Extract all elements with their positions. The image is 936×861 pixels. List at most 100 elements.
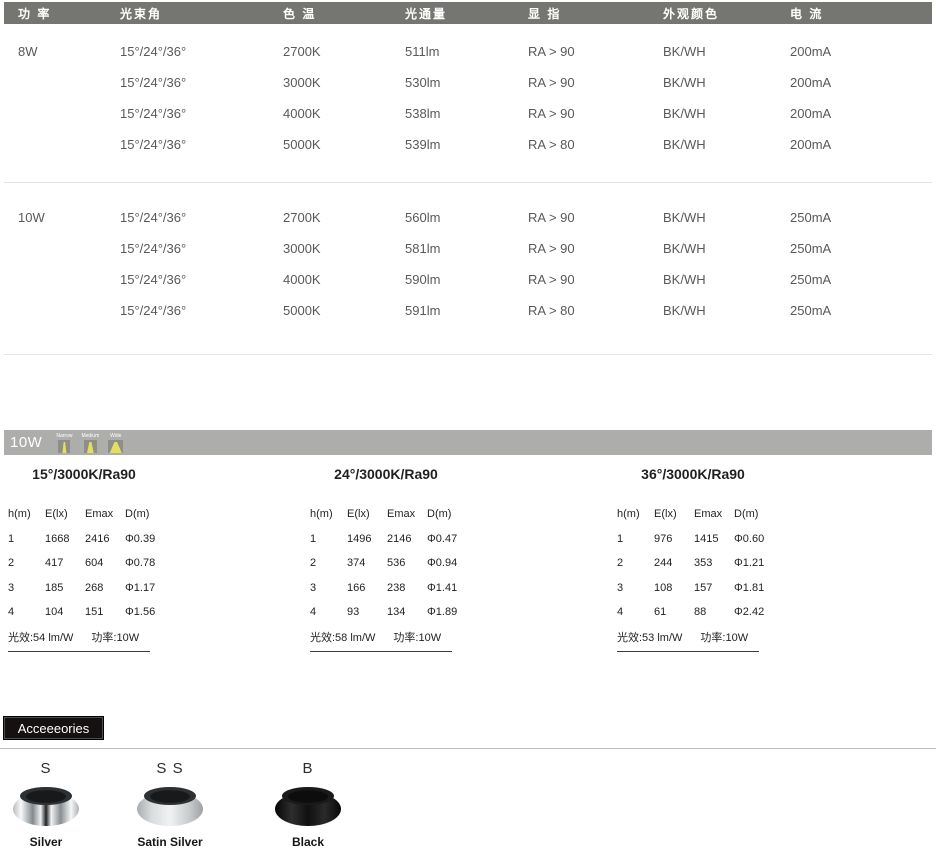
- spec-cell: 200mA: [790, 75, 832, 90]
- pm-power-label: 功率:10W: [393, 631, 442, 644]
- spec-cell: RA > 80: [528, 137, 575, 152]
- black-reflector-icon: [275, 787, 341, 826]
- pm-cell: Φ0.39: [125, 532, 156, 545]
- section-divider: [4, 182, 932, 183]
- spec-cell: 2700K: [283, 44, 321, 59]
- pm-cell: 151: [85, 606, 104, 619]
- spec-cell: BK/WH: [663, 106, 706, 121]
- pm-cell: 4: [8, 606, 15, 619]
- pm-cell: 3: [310, 581, 317, 594]
- accessory-name: Black: [291, 835, 325, 849]
- pm-cell: 61: [654, 606, 667, 619]
- beam-label: Wide: [110, 433, 122, 439]
- spec-col-header-5: 显 指: [528, 6, 562, 21]
- satin-reflector-icon: [137, 787, 203, 826]
- accessories-section: Acceeeories S Silver S S Satin Silver B Black: [0, 716, 936, 861]
- pm-table-footer: 光效:53 lm/W 功率:10W: [617, 625, 759, 652]
- spec-cell: BK/WH: [663, 210, 706, 225]
- beam-label: Narrow: [56, 433, 73, 439]
- spec-cell: RA > 90: [528, 210, 575, 225]
- spec-row: 15°/24°/36° 5000K 539lm RA > 80 BK/WH 200mA: [0, 129, 936, 160]
- spec-cell: 538lm: [405, 106, 441, 121]
- spec-table-header: 功 率 光束角 色 温 光通量 显 指 外观颜色 电 流: [4, 2, 932, 24]
- spec-cell: 590lm: [405, 272, 441, 287]
- pm-cell: Φ1.89: [427, 606, 458, 619]
- banner-power-label: 10W: [10, 434, 43, 451]
- pm-cell: 4: [617, 606, 624, 619]
- pm-cell: 1: [8, 532, 15, 545]
- spec-cell: 250mA: [790, 210, 832, 225]
- spec-cell: 539lm: [405, 137, 441, 152]
- pm-cell: 1668: [45, 532, 70, 545]
- spec-col-header-1: 功 率: [18, 6, 52, 21]
- spec-cell: BK/WH: [663, 137, 706, 152]
- accessories-divider: [0, 748, 936, 749]
- spec-cell: 3000K: [283, 241, 321, 256]
- pm-power-label: 功率:10W: [91, 631, 140, 644]
- photometry-table-2: 24°/3000K/Ra90 h(m) E(lx) Emax D(m) 1 1496 2146…: [310, 466, 462, 652]
- pm-cell: 88: [694, 606, 707, 619]
- spec-cell: 511lm: [405, 44, 440, 59]
- pm-col-header: h(m): [617, 508, 640, 521]
- spec-cell: 15°/24°/36°: [120, 106, 187, 121]
- spec-cell: 15°/24°/36°: [120, 272, 187, 287]
- spec-cell: 250mA: [790, 303, 832, 318]
- beam-box: [58, 440, 71, 453]
- spec-group-10w: 10W 15°/24°/36° 2700K 560lm RA > 90 BK/WH 250m…: [0, 202, 936, 326]
- accessory-name: Silver: [29, 835, 63, 849]
- spec-cell: 591lm: [405, 303, 441, 318]
- spec-table-body: 8W 15°/24°/36° 2700K 511lm RA > 90 BK/WH 200mA…: [0, 36, 936, 355]
- pm-cell: 185: [45, 581, 64, 594]
- spec-cell: 3000K: [283, 75, 321, 90]
- spec-col-header-4: 光通量: [405, 6, 448, 21]
- pm-col-header: h(m): [310, 508, 333, 521]
- pm-col-header: D(m): [427, 508, 452, 521]
- accessories-title: Acceeeories: [3, 716, 104, 740]
- photometry-tables: 15°/3000K/Ra90 h(m) E(lx) Emax D(m) 1 1668 2416…: [0, 466, 936, 656]
- pm-table-footer: 光效:54 lm/W 功率:10W: [8, 625, 150, 652]
- accessory-code: B: [302, 760, 314, 777]
- spec-cell: 4000K: [283, 106, 321, 121]
- reflector-image: [8, 782, 84, 830]
- beam-cone-icon: [109, 441, 122, 453]
- pm-table-title: 36°/3000K/Ra90: [641, 466, 745, 482]
- accessory-code: S: [40, 760, 52, 777]
- beam-box: [108, 440, 124, 453]
- pm-cell: 976: [654, 532, 673, 545]
- pm-cell: 536: [387, 557, 406, 570]
- spec-cell: BK/WH: [663, 241, 706, 256]
- spec-col-header-3: 色 温: [283, 6, 317, 21]
- spec-col-header-7: 电 流: [790, 6, 824, 21]
- pm-col-header: D(m): [734, 508, 759, 521]
- pm-cell: Φ0.94: [427, 557, 458, 570]
- pm-cell: 157: [694, 581, 713, 594]
- pm-cell: 417: [45, 557, 64, 570]
- pm-table-grid: h(m) E(lx) Emax D(m) 1 1668 2416 Φ0.39 2 417 604 Φ0…: [8, 502, 160, 625]
- beam-medium-icon: Medium: [81, 433, 99, 453]
- pm-cell: Φ1.41: [427, 581, 458, 594]
- spec-cell: 530lm: [405, 75, 441, 90]
- spec-cell: BK/WH: [663, 303, 706, 318]
- pm-cell: 2: [8, 557, 15, 570]
- pm-cell: 353: [694, 557, 713, 570]
- pm-cell: Φ1.21: [734, 557, 765, 570]
- photometry-table-3: 36°/3000K/Ra90 h(m) E(lx) Emax D(m) 1 976 1415 Φ…: [617, 466, 769, 652]
- spec-cell: BK/WH: [663, 75, 706, 90]
- pm-cell: 4: [310, 606, 317, 619]
- beam-cone-icon: [62, 441, 67, 453]
- spec-cell: RA > 90: [528, 272, 575, 287]
- beam-cone-icon: [86, 441, 94, 453]
- accessory-code: S S: [156, 760, 184, 777]
- accessory-item-silver: S Silver: [8, 760, 84, 849]
- spec-cell: 15°/24°/36°: [120, 137, 187, 152]
- pm-efficacy-label: 光效:58 lm/W: [310, 631, 376, 644]
- spec-cell: 200mA: [790, 137, 832, 152]
- silver-reflector-icon: [13, 787, 79, 826]
- photometry-banner: 10W Narrow Medium Wide: [4, 430, 932, 455]
- spec-cell: 4000K: [283, 272, 321, 287]
- reflector-image: [126, 782, 214, 830]
- spec-cell: RA > 90: [528, 106, 575, 121]
- pm-cell: Φ1.56: [125, 606, 156, 619]
- beam-box: [83, 440, 97, 453]
- spec-row: 15°/24°/36° 4000K 590lm RA > 90 BK/WH 250mA: [0, 264, 936, 295]
